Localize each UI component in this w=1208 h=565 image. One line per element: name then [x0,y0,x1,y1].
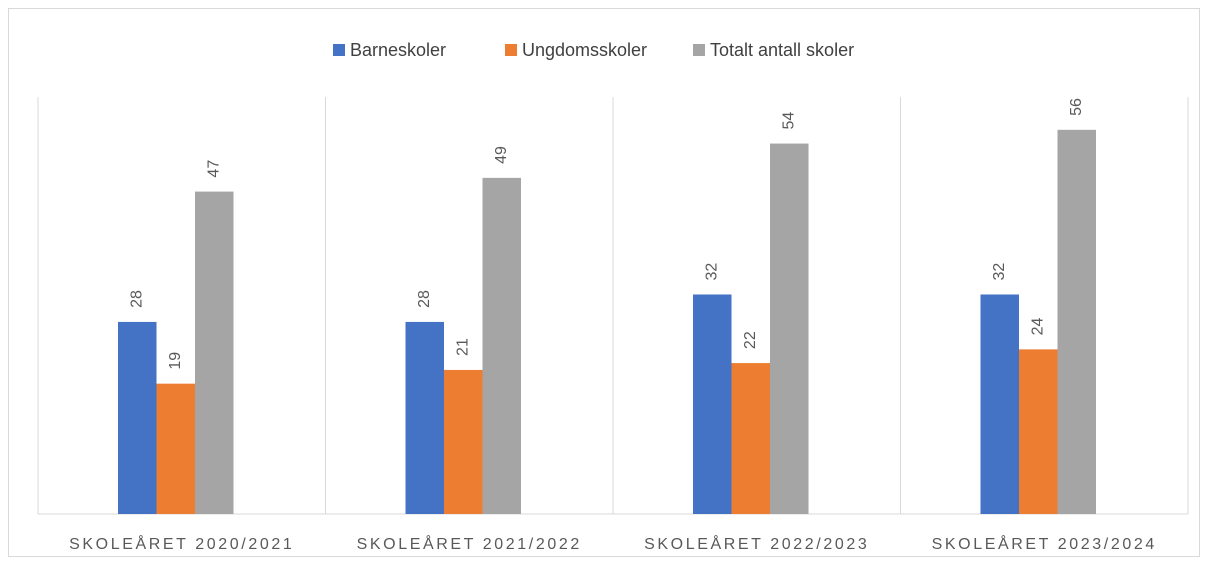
bar [980,294,1019,514]
bar [118,321,157,514]
bar [195,191,234,514]
x-tick-label: SKOLEÅRET 2020/2021 [69,534,294,553]
bar [156,383,195,514]
x-tick-label: SKOLEÅRET 2023/2024 [932,534,1157,553]
value-label: 21 [454,338,471,356]
value-label: 19 [167,352,184,370]
bar [731,363,770,514]
value-label: 47 [205,160,222,178]
bar [1057,129,1096,514]
legend-label: Totalt antall skoler [710,40,854,60]
legend-label: Ungdomsskoler [522,40,647,60]
x-tick-label: SKOLEÅRET 2022/2023 [644,534,869,553]
bar [444,369,483,514]
value-label: 22 [742,331,759,349]
value-label: 28 [416,290,433,308]
value-label: 49 [493,146,510,164]
legend-swatch [693,44,705,56]
legend-label: Barneskoler [350,40,446,60]
value-label: 28 [128,290,145,308]
bar [405,321,444,514]
bar [770,143,809,514]
bar [693,294,732,514]
x-tick-label: SKOLEÅRET 2021/2022 [357,534,582,553]
value-label: 32 [991,263,1008,281]
bar [1019,349,1058,514]
value-label: 24 [1029,317,1046,335]
legend-swatch [333,44,345,56]
legend-swatch [505,44,517,56]
value-label: 32 [703,263,720,281]
bar [482,177,521,515]
value-label: 54 [780,112,797,130]
value-label: 56 [1068,98,1085,116]
